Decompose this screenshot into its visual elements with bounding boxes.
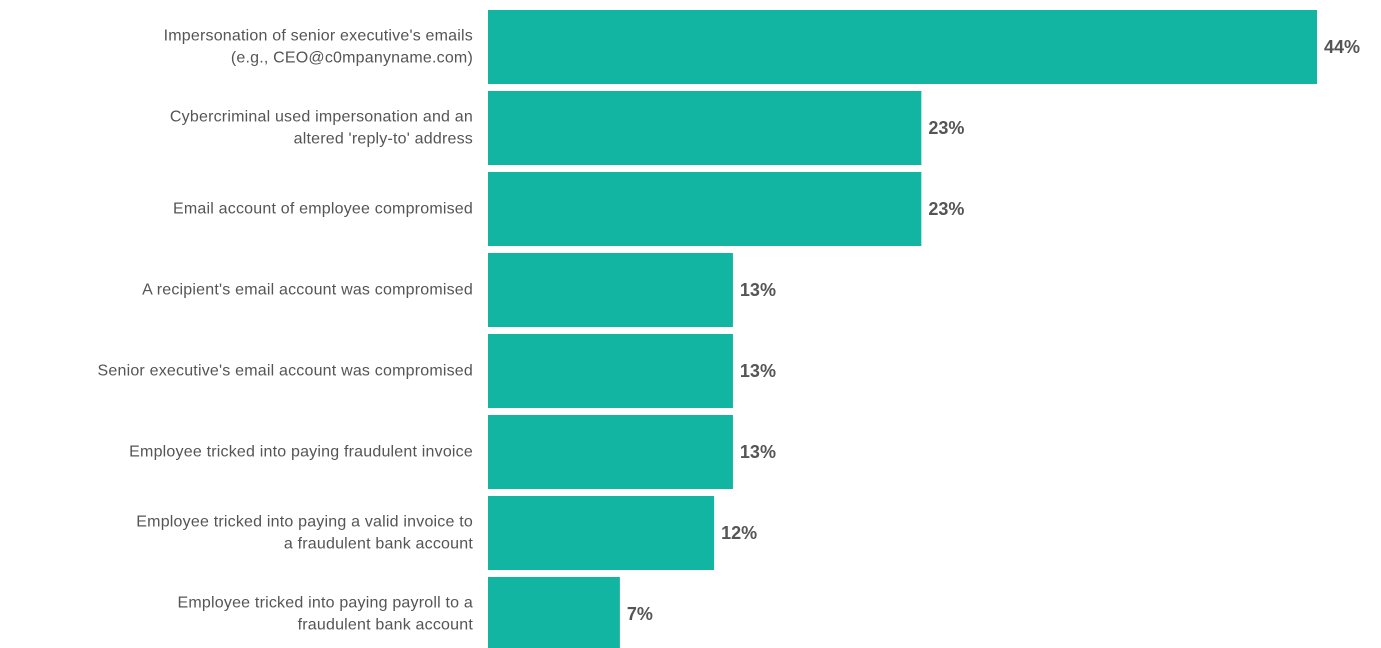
value-label-3: 23% xyxy=(928,199,964,219)
category-label-5: Senior executive's email account was com… xyxy=(98,363,473,380)
category-label-8-line-1: Employee tricked into paying payroll to … xyxy=(178,595,473,612)
bar-6 xyxy=(488,415,733,489)
category-label-2-line-1: Cybercriminal used impersonation and an xyxy=(170,109,473,126)
bar-5 xyxy=(488,334,733,408)
category-label-3: Email account of employee compromised xyxy=(173,201,473,218)
category-label-8: Employee tricked into paying payroll to … xyxy=(178,595,474,634)
bar-4 xyxy=(488,253,733,327)
value-label-7: 12% xyxy=(721,523,757,543)
category-label-6-line-1: Employee tricked into paying fraudulent … xyxy=(129,444,473,461)
bar-1 xyxy=(488,10,1317,84)
value-label-2: 23% xyxy=(928,118,964,138)
category-label-6: Employee tricked into paying fraudulent … xyxy=(129,444,473,461)
bars-layer xyxy=(488,10,1317,648)
bar-3 xyxy=(488,172,922,246)
category-label-2: Cybercriminal used impersonation and an a… xyxy=(170,109,473,148)
value-label-4: 13% xyxy=(740,280,776,300)
value-label-1: 44% xyxy=(1324,37,1360,57)
value-label-8: 7% xyxy=(627,604,653,624)
value-label-5: 13% xyxy=(740,361,776,381)
category-label-7-line-2: a fraudulent bank account xyxy=(284,536,473,553)
bar-2 xyxy=(488,91,922,165)
category-label-7: Employee tricked into paying a valid inv… xyxy=(136,514,473,553)
value-label-6: 13% xyxy=(740,442,776,462)
bar-7 xyxy=(488,496,715,570)
category-label-1-line-1: Impersonation of senior executive's emai… xyxy=(164,28,473,45)
value-labels-layer: 44% 23% 23% 13% 13% 13% 12% 7% xyxy=(627,37,1360,624)
category-labels-layer: Impersonation of senior executive's emai… xyxy=(98,28,474,634)
category-label-1: Impersonation of senior executive's emai… xyxy=(164,28,473,67)
category-label-8-line-2: fraudulent bank account xyxy=(298,617,474,634)
category-label-3-line-1: Email account of employee compromised xyxy=(173,201,473,218)
category-label-4-line-1: A recipient's email account was compromi… xyxy=(142,282,473,299)
category-label-2-line-2: altered 'reply-to' address xyxy=(294,131,473,148)
category-label-1-line-2: (e.g., CEO@c0mpanyname.com) xyxy=(231,50,473,67)
category-label-4: A recipient's email account was compromi… xyxy=(142,282,473,299)
bar-8 xyxy=(488,577,620,648)
category-label-5-line-1: Senior executive's email account was com… xyxy=(98,363,473,380)
category-label-7-line-1: Employee tricked into paying a valid inv… xyxy=(136,514,473,531)
